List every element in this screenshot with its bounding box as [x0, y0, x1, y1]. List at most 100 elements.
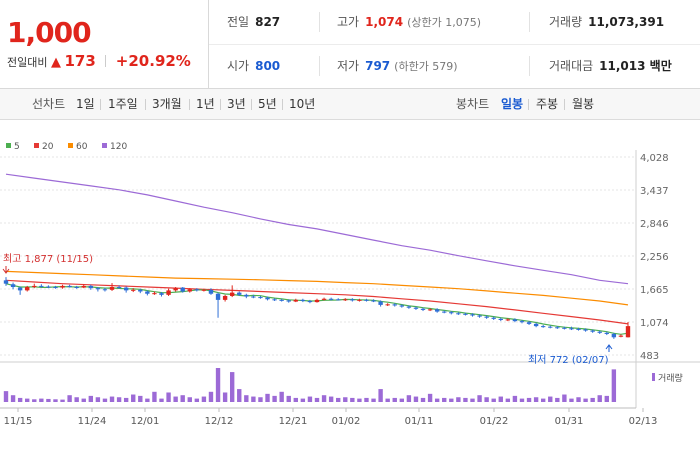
candle-body	[166, 290, 171, 295]
volume-bar	[159, 398, 164, 402]
y-tick-label: 4,028	[640, 153, 669, 164]
stat-open: 시가 800	[227, 59, 281, 73]
period-5y[interactable]: 5년	[258, 97, 277, 111]
candle-body	[343, 299, 348, 301]
candle-body	[32, 285, 37, 288]
x-tick-label: 11/15	[4, 416, 33, 427]
candle-body	[53, 287, 58, 289]
candle-body	[131, 289, 136, 291]
candle-body	[173, 288, 178, 291]
period-10y[interactable]: 10년	[289, 97, 316, 111]
y-tick-label: 2,256	[640, 252, 669, 263]
candle-body	[272, 299, 277, 301]
volume-bar	[194, 398, 200, 402]
period-1d[interactable]: 1일	[76, 97, 95, 111]
volume-bar	[491, 398, 496, 402]
volume-bar	[10, 395, 16, 402]
x-tick-label: 02/13	[629, 416, 658, 427]
up-arrow-icon: ▲	[50, 55, 61, 70]
candle-body	[328, 298, 334, 300]
volume-bar	[215, 368, 221, 402]
volume-bar	[434, 398, 440, 402]
candle-body	[392, 304, 397, 306]
y-axis: 4,028 3,437 2,846 2,256 1,665 1,074 483	[640, 153, 669, 362]
stat-low: 저가 797 (하한가 579)	[337, 59, 458, 73]
candle-body	[427, 309, 433, 311]
candle-daily[interactable]: 일봉	[501, 97, 524, 111]
candles	[3, 277, 631, 339]
candle-body	[201, 289, 207, 291]
candle-body	[548, 326, 553, 328]
candle-body	[116, 287, 122, 289]
candle-body	[449, 312, 454, 314]
volume-legend-swatch	[652, 373, 655, 381]
candle-body	[251, 296, 256, 298]
candle-chart-label: 봉차트	[456, 97, 490, 111]
ma60-line	[5, 270, 629, 306]
volume-bar	[519, 398, 525, 402]
x-tick-label: 01/22	[480, 416, 509, 427]
volume-bar	[548, 396, 553, 402]
volume-bar	[67, 395, 72, 402]
change-label: 전일대비	[7, 56, 48, 69]
candle-weekly[interactable]: 주봉	[536, 97, 559, 111]
volume-bar	[180, 395, 185, 402]
legend-label-60: 60	[76, 142, 88, 152]
volume-bar	[272, 395, 277, 402]
candle-body	[583, 329, 588, 331]
volume-bar	[166, 392, 171, 402]
period-1y[interactable]: 1년	[196, 97, 215, 111]
volume-bar	[222, 392, 228, 402]
toolbar-sep	[100, 99, 101, 110]
volume-bar	[131, 394, 136, 402]
volume-bar	[449, 398, 454, 402]
period-3y[interactable]: 3년	[227, 97, 246, 111]
candle-body	[314, 299, 320, 303]
candle-body	[434, 309, 440, 312]
volume-bar	[378, 389, 383, 402]
x-tick-label: 12/01	[131, 416, 160, 427]
candle-body	[413, 307, 419, 309]
volume-bar	[406, 395, 412, 402]
candle-monthly[interactable]: 월봉	[572, 97, 595, 111]
x-tick-label: 12/21	[279, 416, 308, 427]
volume-bar	[251, 396, 256, 402]
candle-body	[420, 308, 426, 310]
volume-bar	[286, 395, 291, 402]
candle-body	[463, 313, 468, 315]
volume-bar	[88, 395, 94, 402]
volume-bar	[562, 394, 567, 402]
candle-body	[364, 299, 369, 301]
legend-label-120: 120	[110, 142, 127, 152]
volume-bars: 거래량	[3, 368, 683, 402]
volume-bar	[533, 397, 539, 402]
candle-body	[152, 293, 157, 295]
volume-bar	[244, 395, 249, 402]
candle-body	[10, 284, 16, 288]
stat-divider	[319, 12, 320, 32]
volume-bar	[399, 398, 405, 402]
chart-toolbar: 선차트 1일 1주일 3개월 1년 3년 5년 10년 봉차트 일봉 주봉 월봉	[0, 89, 700, 120]
volume-bar	[512, 395, 518, 402]
period-3m[interactable]: 3개월	[152, 97, 182, 111]
max-arrow-icon	[2, 266, 10, 274]
candle-body	[562, 327, 567, 329]
stat-divider	[319, 56, 320, 76]
candle-body	[74, 287, 79, 289]
candle-body	[279, 299, 284, 301]
x-tick-label: 01/02	[332, 416, 361, 427]
volume-bar	[314, 397, 320, 402]
candle-body	[307, 300, 313, 303]
volume-bar	[477, 395, 482, 402]
volume-bar	[569, 398, 574, 402]
candle-body	[88, 285, 94, 289]
volume-bar	[279, 391, 284, 402]
quote-header: 1,000 전일대비 ▲ 173 +20.92% 전일 827 고가 1,074 (상…	[0, 0, 700, 89]
chart-grid	[0, 150, 700, 409]
period-1w[interactable]: 1주일	[108, 97, 138, 111]
current-price: 1,000	[7, 16, 92, 49]
candle-body	[258, 297, 263, 299]
change-divider	[105, 55, 107, 67]
volume-bar	[25, 398, 30, 402]
candle-body	[498, 318, 503, 320]
